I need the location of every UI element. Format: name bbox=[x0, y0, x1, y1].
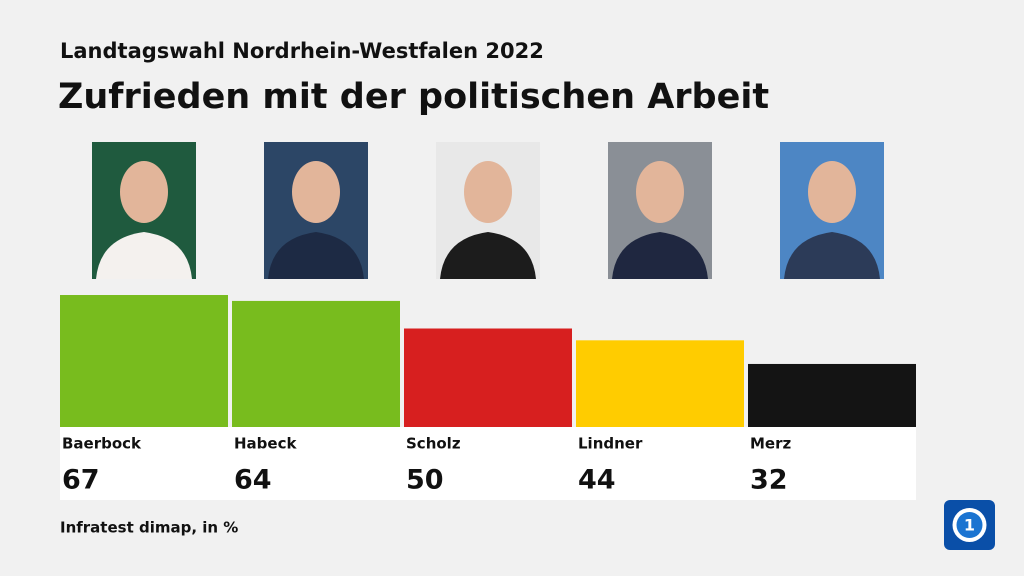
bar bbox=[748, 363, 916, 427]
category-label: Lindner bbox=[578, 435, 643, 453]
value-label: 32 bbox=[750, 465, 788, 496]
portrait bbox=[264, 142, 368, 279]
category-label: Habeck bbox=[234, 435, 297, 453]
category-label: Baerbock bbox=[62, 435, 142, 453]
portrait-shoulders bbox=[784, 232, 880, 279]
portrait bbox=[436, 142, 540, 279]
broadcaster-logo: 1 bbox=[944, 500, 995, 550]
label-panel bbox=[60, 427, 916, 500]
portrait-head bbox=[292, 161, 340, 223]
bar bbox=[576, 340, 744, 427]
portrait-head bbox=[120, 161, 168, 223]
chart-subtitle: Landtagswahl Nordrhein-Westfalen 2022 bbox=[60, 39, 544, 63]
portrait-shoulders bbox=[612, 232, 708, 279]
category-label: Merz bbox=[750, 435, 791, 453]
portrait bbox=[608, 142, 712, 279]
portrait-shoulders bbox=[268, 232, 364, 279]
portrait-head bbox=[636, 161, 684, 223]
bar bbox=[404, 328, 572, 427]
portrait bbox=[780, 142, 884, 279]
portrait-head bbox=[464, 161, 512, 223]
value-label: 67 bbox=[62, 465, 100, 496]
svg-text:1: 1 bbox=[964, 516, 975, 535]
portrait bbox=[92, 142, 196, 279]
category-label: Scholz bbox=[406, 435, 461, 453]
value-label: 64 bbox=[234, 465, 272, 496]
chart-title: Zufrieden mit der politischen Arbeit bbox=[58, 77, 769, 117]
portrait-head bbox=[808, 161, 856, 223]
portrait-shoulders bbox=[96, 232, 192, 279]
portrait-shoulders bbox=[440, 232, 536, 279]
value-label: 50 bbox=[406, 465, 444, 496]
bar bbox=[232, 300, 400, 427]
source-note: Infratest dimap, in % bbox=[60, 519, 238, 537]
bar bbox=[60, 295, 228, 427]
value-label: 44 bbox=[578, 465, 616, 496]
